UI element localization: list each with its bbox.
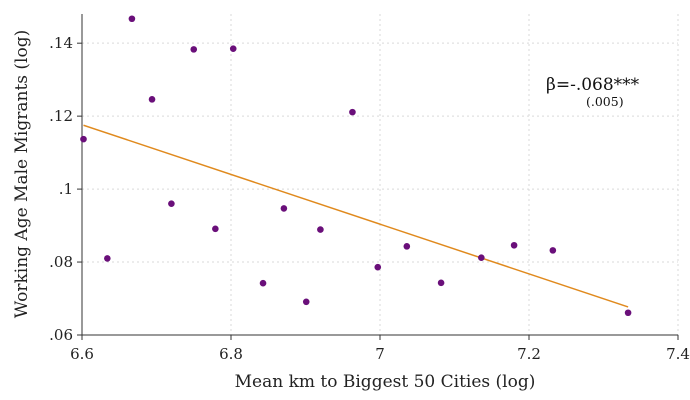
x-ticks: 6.6 6.8 7 7.2 7.4 [70,335,690,363]
data-points [80,15,632,317]
y-tick-label: .1 [59,180,73,198]
x-tick-label: 7.2 [517,345,541,363]
y-tick-label: .08 [49,253,73,271]
beta-annotation: β=-.068*** [546,75,640,95]
data-point [349,108,356,116]
data-point [478,254,485,261]
data-point [510,241,518,249]
data-point [374,263,382,271]
fit-line [83,124,629,308]
x-tick-label: 7 [375,345,385,363]
y-tick-label: .06 [49,326,73,344]
data-point [128,15,136,23]
data-point [403,243,411,250]
data-point [437,279,445,287]
data-point [190,46,198,53]
data-point [549,247,557,254]
data-point [280,205,288,212]
x-axis-title: Mean km to Biggest 50 Cities (log) [235,372,536,392]
data-point [624,309,632,317]
data-point [212,225,219,233]
data-point [317,226,324,233]
data-point [259,279,267,287]
y-ticks: .06 .08 .1 .12 .14 [49,34,82,344]
data-point [80,135,87,143]
y-tick-label: .14 [49,34,73,52]
data-point [302,298,310,306]
data-point [229,45,237,52]
data-point [104,255,111,262]
data-point [148,96,156,103]
x-tick-label: 6.6 [70,345,94,363]
grid [81,14,679,336]
x-tick-label: 7.4 [666,345,690,363]
x-tick-label: 6.8 [219,345,243,363]
standard-error-annotation: (.005) [586,94,624,109]
fit-line-group [83,124,629,308]
y-axis-title: Working Age Male Migrants (log) [12,30,32,318]
y-tick-label: .12 [49,107,73,125]
data-point [168,200,175,207]
